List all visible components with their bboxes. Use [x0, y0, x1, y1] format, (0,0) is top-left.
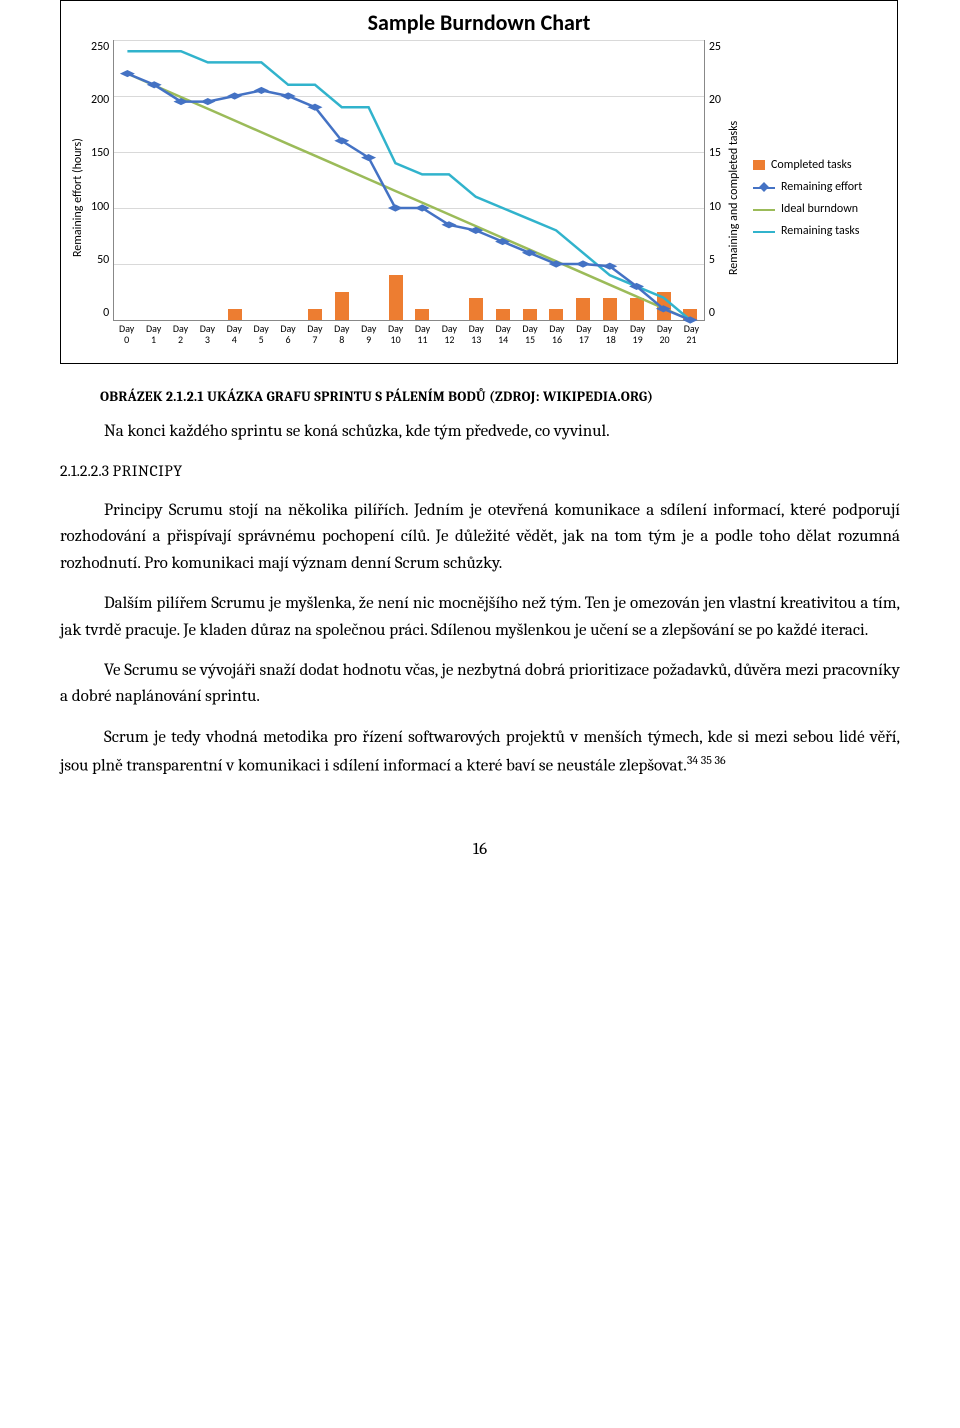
x-tick: Day17 — [570, 321, 597, 355]
legend-label: Completed tasks — [771, 158, 852, 172]
legend-label: Remaining effort — [781, 180, 862, 194]
burndown-chart: Sample Burndown Chart Remaining effort (… — [60, 0, 898, 364]
x-tick: Day11 — [409, 321, 436, 355]
x-axis-ticks: Day0Day1Day2Day3Day4Day5Day6Day7Day8Day9… — [113, 321, 705, 355]
x-tick: Day6 — [275, 321, 302, 355]
y-axis-right-label: Remaining and completed tasks — [725, 40, 743, 355]
y-tick: 250 — [91, 40, 109, 54]
section-heading: 2.1.2.2.3 PRINCIPY — [60, 459, 900, 484]
x-tick: Day20 — [651, 321, 678, 355]
x-tick: Day3 — [194, 321, 221, 355]
legend-item: Completed tasks — [753, 158, 883, 172]
legend-label: Remaining tasks — [781, 224, 859, 238]
x-tick: Day14 — [490, 321, 517, 355]
y-tick: 25 — [709, 40, 721, 54]
x-tick: Day16 — [544, 321, 571, 355]
x-tick: Day1 — [140, 321, 167, 355]
legend-item: Remaining tasks — [753, 224, 883, 238]
x-tick: Day13 — [463, 321, 490, 355]
legend-line-icon — [753, 203, 775, 215]
section-number: 2.1.2.2.3 — [60, 462, 109, 480]
legend-label: Ideal burndown — [781, 202, 858, 216]
x-tick: Day18 — [597, 321, 624, 355]
x-tick: Day8 — [328, 321, 355, 355]
y-tick: 200 — [91, 93, 109, 107]
x-tick: Day19 — [624, 321, 651, 355]
footnote-marks: 34 35 36 — [687, 753, 726, 767]
legend-line-icon — [753, 181, 775, 193]
paragraph: Na konci každého sprintu se koná schůzka… — [60, 419, 900, 445]
x-tick: Day0 — [113, 321, 140, 355]
x-tick: Day7 — [301, 321, 328, 355]
paragraph: Ve Scrumu se vývojáři snaží dodat hodnot… — [60, 658, 900, 711]
x-tick: Day12 — [436, 321, 463, 355]
y-tick: 0 — [709, 306, 721, 320]
y-tick: 150 — [91, 146, 109, 160]
x-tick: Day4 — [221, 321, 248, 355]
page-number: 16 — [60, 840, 900, 859]
x-tick: Day10 — [382, 321, 409, 355]
y-tick: 100 — [91, 200, 109, 214]
chart-legend: Completed tasks Remaining effort Ideal bur… — [743, 40, 889, 355]
legend-line-icon — [753, 225, 775, 237]
paragraph: Dalším pilířem Scrumu je myšlenka, že ne… — [60, 591, 900, 644]
y-axis-right-ticks: 25 20 15 10 5 0 — [705, 40, 725, 320]
x-tick: Day21 — [678, 321, 705, 355]
y-tick: 0 — [91, 306, 109, 320]
legend-swatch-icon — [753, 160, 765, 170]
y-tick: 10 — [709, 200, 721, 214]
y-tick: 5 — [709, 253, 721, 267]
y-axis-left-label: Remaining effort (hours) — [69, 40, 87, 355]
body-text: Na konci každého sprintu se koná schůzka… — [60, 419, 900, 780]
y-tick: 15 — [709, 146, 721, 160]
figure-caption: OBRÁZEK 2.1.2.1 UKÁZKA GRAFU SPRINTU S P… — [100, 388, 900, 405]
legend-item: Remaining effort — [753, 180, 883, 194]
paragraph: Principy Scrumu stojí na několika pilíří… — [60, 498, 900, 577]
legend-item: Ideal burndown — [753, 202, 883, 216]
chart-title: Sample Burndown Chart — [69, 9, 889, 36]
y-tick: 20 — [709, 93, 721, 107]
section-label: PRINCIPY — [113, 462, 183, 480]
plot-area — [113, 40, 705, 321]
paragraph: Scrum je tedy vhodná metodika pro řízení… — [60, 725, 900, 780]
y-axis-left-ticks: 250 200 150 100 50 0 — [87, 40, 113, 320]
x-tick: Day15 — [517, 321, 544, 355]
y-tick: 50 — [91, 253, 109, 267]
x-tick: Day2 — [167, 321, 194, 355]
x-tick: Day9 — [355, 321, 382, 355]
x-tick: Day5 — [248, 321, 275, 355]
